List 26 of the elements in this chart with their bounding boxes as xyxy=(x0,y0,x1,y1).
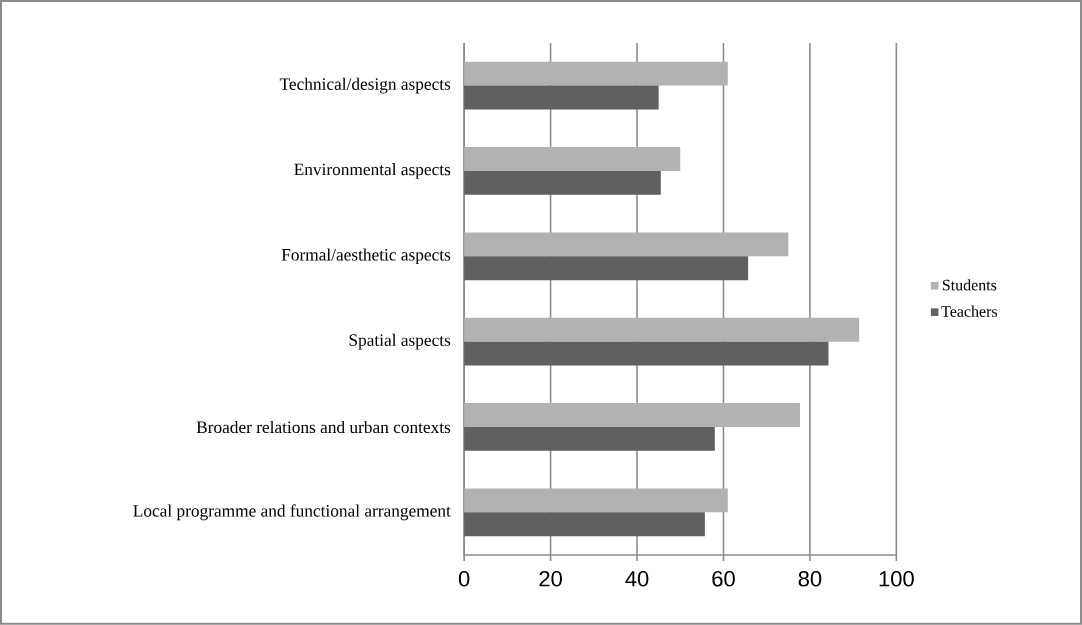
y-tick-label: Technical/design aspects xyxy=(279,77,451,94)
legend-label: Teachers xyxy=(941,305,998,317)
bar xyxy=(464,61,728,86)
bar xyxy=(464,341,829,366)
x-tick-label: 20 xyxy=(539,571,562,587)
x-tick-label: 40 xyxy=(625,571,649,587)
bar xyxy=(464,317,860,342)
bar xyxy=(464,403,800,428)
x-tick-label: 100 xyxy=(879,571,914,587)
y-tick-label: Environmental aspects xyxy=(294,163,451,179)
x-tick-label: 0 xyxy=(458,571,470,587)
y-tick-label: Formal/aesthetic aspects xyxy=(281,248,451,265)
x-tick-label: 80 xyxy=(798,571,822,587)
bar xyxy=(464,232,789,257)
legend-label: Students xyxy=(942,279,997,291)
bar xyxy=(464,427,715,451)
bar xyxy=(464,147,681,172)
y-tick-label: Spatial aspects xyxy=(349,333,451,350)
bar xyxy=(464,85,659,110)
bar xyxy=(464,256,749,281)
x-tick-label: 60 xyxy=(712,571,735,587)
y-tick-label: Broader relations and urban contexts xyxy=(196,420,451,434)
bar xyxy=(464,171,661,195)
y-tick-label: Local programme and functional arrangement xyxy=(133,504,451,521)
bar xyxy=(464,488,728,513)
bar xyxy=(464,512,705,537)
